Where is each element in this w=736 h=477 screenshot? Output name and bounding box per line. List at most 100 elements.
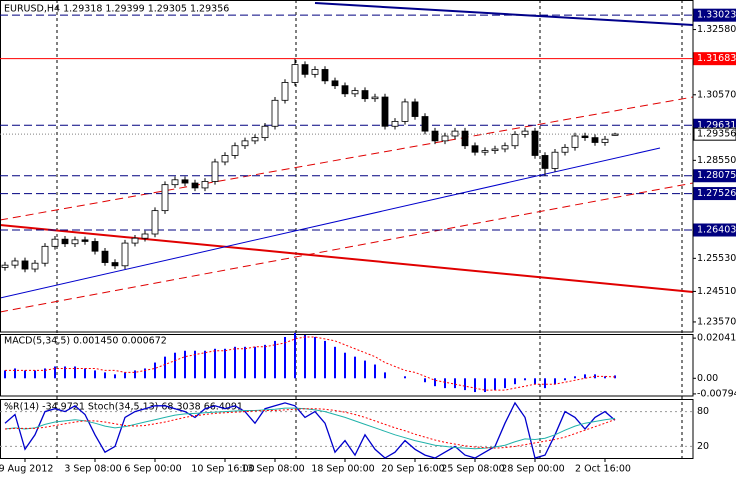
- price-tag: [693, 223, 736, 237]
- price-tag: [693, 52, 736, 66]
- trend-line: [0, 224, 694, 293]
- candle-body: [241, 140, 249, 147]
- candle-body: [471, 145, 479, 153]
- x-tick-label: 29 Aug 2012: [0, 464, 53, 475]
- x-tick-label: 18 Sep 00:00: [311, 464, 374, 475]
- y-tick-label: 0.020413: [697, 333, 736, 344]
- y-tick-label: -0.00794: [697, 388, 736, 399]
- candle-body: [271, 99, 279, 127]
- indicator-line: [4, 401, 616, 459]
- candle-body: [411, 101, 419, 117]
- candle-body: [211, 161, 219, 182]
- trend-lines: [0, 2, 694, 313]
- y-tick-label: 1.25530: [697, 253, 736, 264]
- price-tag-label: 1.31683: [697, 53, 736, 64]
- frames: [0, 0, 694, 459]
- y-tick-label: 1.23570: [697, 316, 736, 327]
- candle-body: [381, 96, 389, 127]
- x-tick-label: 13 Sep 08:00: [241, 464, 304, 475]
- y-tick-label: 1.30570: [697, 89, 736, 100]
- candle-body: [171, 179, 179, 186]
- candle-body: [121, 242, 129, 267]
- candle-body: [11, 260, 19, 266]
- candle-body: [1, 264, 9, 268]
- chart-title: EURUSD,H4 1.29318 1.29399 1.29305 1.2935…: [4, 4, 229, 15]
- candle-body: [591, 137, 599, 143]
- candle-body: [141, 233, 149, 239]
- candle-body: [201, 181, 209, 189]
- y-tick-label: 80: [697, 406, 709, 417]
- candle-body: [441, 135, 449, 142]
- macd-title: MACD(5,34,5) 0.001450 0.000672: [4, 336, 167, 347]
- price-tag: [693, 8, 736, 22]
- candle-body: [461, 130, 469, 147]
- candle-body: [491, 148, 499, 151]
- channel-line: [0, 182, 694, 313]
- candle-body: [91, 241, 99, 252]
- candle-body: [431, 130, 439, 142]
- candle-body: [501, 145, 509, 150]
- candle-body: [231, 145, 239, 156]
- macd-frame: [0, 334, 694, 397]
- candle-body: [341, 85, 349, 95]
- candle-body: [81, 239, 89, 242]
- candle-body: [51, 238, 59, 247]
- x-tick-label: 6 Sep 00:00: [124, 464, 181, 475]
- y-tick-label: 1.24510: [697, 286, 736, 297]
- candle-body: [531, 130, 539, 156]
- candle-body: [481, 150, 489, 153]
- candle-body: [101, 250, 109, 263]
- candle-body: [71, 239, 79, 245]
- channel-line: [0, 147, 661, 299]
- candle-body: [571, 135, 579, 148]
- y-tick-label: 20: [697, 441, 709, 452]
- price-tag-label: 1.28075: [697, 170, 736, 181]
- trend-line: [314, 2, 694, 26]
- x-tick-label: 28 Sep 00:00: [501, 464, 564, 475]
- candle-body: [561, 146, 569, 153]
- candle-body: [511, 133, 519, 147]
- candle-body: [111, 262, 119, 267]
- candle-body: [401, 101, 409, 122]
- x-tick-label: 2 Oct 16:00: [575, 464, 631, 475]
- candle-body: [451, 130, 459, 137]
- candle-body: [221, 155, 229, 163]
- price-tag: [693, 127, 736, 141]
- candle-body: [321, 69, 329, 82]
- x-tick-label: 20 Sep 16:00: [381, 464, 444, 475]
- candle-body: [151, 210, 159, 235]
- candle-body: [541, 155, 549, 169]
- candle-body: [311, 69, 319, 75]
- candle-body: [301, 64, 309, 75]
- candle-body: [21, 260, 29, 270]
- candle-body: [391, 120, 399, 127]
- candle-body: [371, 96, 379, 100]
- price-tag-label: 1.29631: [697, 120, 736, 131]
- candle-body: [421, 116, 429, 132]
- price-tag: [693, 169, 736, 183]
- price-tag-label: 1.29356: [697, 129, 736, 140]
- candle-body: [601, 138, 609, 143]
- candle-body: [41, 245, 49, 264]
- x-tick-label: 3 Sep 08:00: [64, 464, 121, 475]
- price-tag-label: 1.26403: [697, 225, 736, 236]
- candle-body: [331, 80, 339, 87]
- candle-body: [351, 90, 359, 95]
- main-frame: [0, 0, 694, 333]
- stoch-frame: [0, 399, 694, 459]
- candle-body: [31, 262, 39, 270]
- candle-body: [161, 184, 169, 212]
- candle-body: [261, 125, 269, 139]
- candle-body: [281, 82, 289, 101]
- y-tick-label: 1.32580: [697, 24, 736, 35]
- candle-body: [361, 90, 369, 100]
- price-tag-label: 1.33023: [697, 10, 736, 21]
- candle-body: [131, 237, 139, 244]
- candle-body: [551, 151, 559, 169]
- candle-body: [61, 238, 69, 245]
- indicator-line: [4, 407, 616, 450]
- candle-body: [181, 179, 189, 184]
- channel-line: [0, 96, 694, 221]
